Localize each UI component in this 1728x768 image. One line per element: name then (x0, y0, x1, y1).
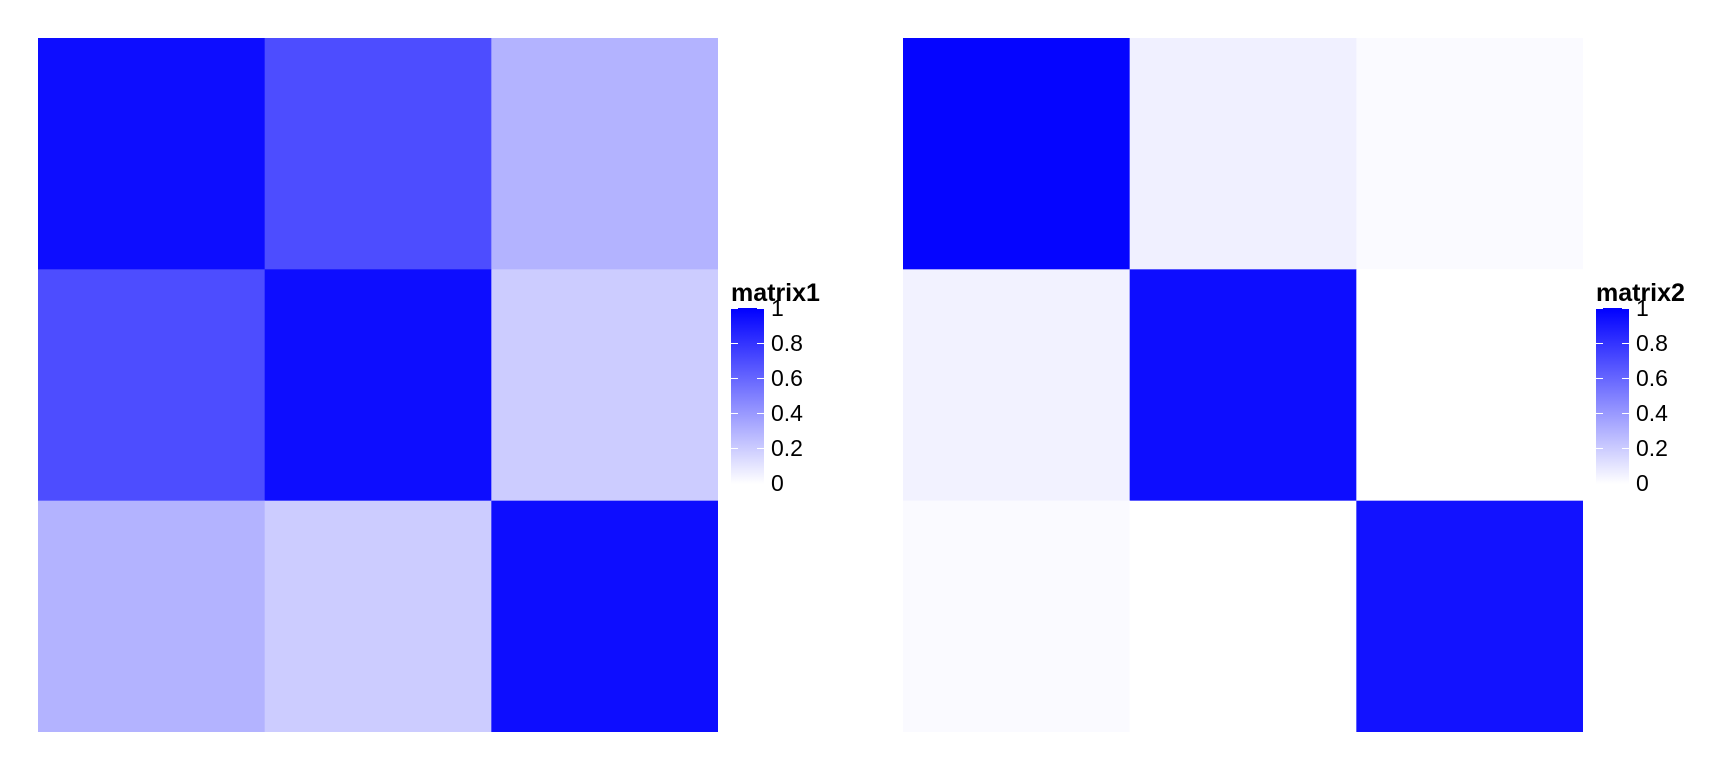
heatmap-cell-2-1 (1129, 500, 1357, 732)
legend-body-matrix2: 1 0.8 0.6 0.4 0.2 0 (1596, 296, 1716, 495)
legend-label-1: 1 (771, 295, 784, 321)
legend-label-1: 1 (1636, 295, 1649, 321)
heatmap-matrix2 (903, 38, 1583, 732)
heatmap-cell-1-2 (491, 269, 718, 502)
heatmap-cell-2-2 (491, 500, 718, 732)
heatmap-cell-2-0 (38, 500, 266, 732)
legend-label-0.8: 0.8 (771, 330, 803, 356)
color-bar-matrix2 (1596, 308, 1629, 484)
legend-label-0.2: 0.2 (771, 435, 803, 461)
heatmap-cell-1-2 (1356, 269, 1583, 502)
legend-title-matrix2: matrix2 (1596, 279, 1685, 307)
heatmap-matrix2-canvas (903, 38, 1583, 732)
heatmap-cell-1-1 (1129, 269, 1357, 502)
legend-label-0.6: 0.6 (771, 365, 803, 391)
heatmap-cell-2-1 (264, 500, 492, 732)
legend-matrix2: matrix2 1 0.8 0.6 0.4 0.2 0 (1596, 278, 1716, 495)
heatmap-cell-0-1 (264, 38, 492, 270)
heatmap-cell-0-2 (491, 38, 718, 270)
heatmap-matrix1-canvas (38, 38, 718, 732)
heatmap-cell-1-1 (264, 269, 492, 502)
heatmap-cell-1-0 (903, 269, 1131, 502)
heatmap-cell-1-0 (38, 269, 266, 502)
legend-label-0: 0 (1636, 470, 1649, 496)
legend-label-0.8: 0.8 (1636, 330, 1668, 356)
legend-title-matrix1: matrix1 (731, 279, 820, 307)
heatmap-cell-0-0 (38, 38, 266, 270)
legend-label-0.4: 0.4 (1636, 400, 1668, 426)
heatmap-matrix1 (38, 38, 718, 732)
legend-label-0.4: 0.4 (771, 400, 803, 426)
legend-label-0.2: 0.2 (1636, 435, 1668, 461)
heatmap-cell-0-1 (1129, 38, 1357, 270)
heatmap-cell-0-2 (1356, 38, 1583, 270)
heatmap-cell-0-0 (903, 38, 1131, 270)
heatmap-cell-2-0 (903, 500, 1131, 732)
legend-label-0: 0 (771, 470, 784, 496)
legend-body-matrix1: 1 0.8 0.6 0.4 0.2 0 (731, 296, 851, 495)
legend-label-0.6: 0.6 (1636, 365, 1668, 391)
color-bar-matrix1 (731, 308, 764, 484)
heatmap-cell-2-2 (1356, 500, 1583, 732)
legend-matrix1: matrix1 1 0.8 0.6 0.4 0.2 0 (731, 278, 851, 495)
